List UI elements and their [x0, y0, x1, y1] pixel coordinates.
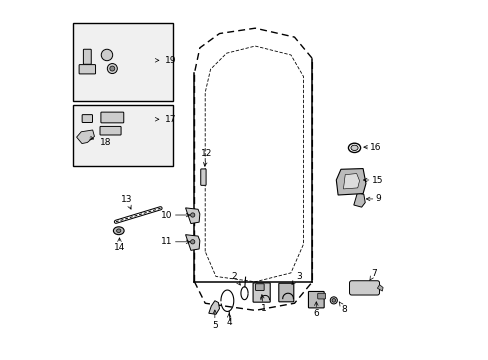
FancyBboxPatch shape: [101, 112, 123, 123]
Text: 7: 7: [369, 269, 376, 280]
Text: 15: 15: [363, 176, 383, 185]
Ellipse shape: [116, 229, 121, 233]
Ellipse shape: [331, 298, 335, 302]
Text: 14: 14: [114, 238, 125, 252]
Polygon shape: [336, 168, 365, 195]
Ellipse shape: [190, 240, 194, 244]
Text: 6: 6: [313, 302, 319, 319]
Text: 19: 19: [155, 56, 176, 65]
FancyBboxPatch shape: [349, 281, 379, 295]
Bar: [73, 105, 173, 166]
Text: 9: 9: [366, 194, 381, 203]
Polygon shape: [185, 235, 200, 250]
Bar: [73, 23, 173, 102]
FancyBboxPatch shape: [317, 293, 325, 299]
FancyBboxPatch shape: [278, 283, 293, 302]
FancyBboxPatch shape: [308, 292, 324, 308]
FancyBboxPatch shape: [201, 169, 205, 185]
FancyBboxPatch shape: [79, 64, 95, 74]
FancyBboxPatch shape: [100, 126, 121, 135]
Ellipse shape: [348, 143, 360, 153]
Text: 1: 1: [260, 295, 266, 313]
Text: 17: 17: [155, 115, 176, 124]
Text: 18: 18: [89, 136, 111, 147]
Polygon shape: [343, 174, 359, 189]
Polygon shape: [77, 130, 94, 144]
Polygon shape: [353, 193, 365, 207]
Text: 12: 12: [201, 149, 212, 166]
Text: 4: 4: [226, 314, 231, 327]
Text: 13: 13: [121, 195, 132, 209]
Polygon shape: [377, 285, 382, 291]
Ellipse shape: [113, 227, 124, 235]
Text: 2: 2: [230, 271, 240, 285]
FancyBboxPatch shape: [83, 49, 91, 64]
Polygon shape: [208, 301, 219, 314]
Text: 16: 16: [363, 143, 381, 152]
Text: 10: 10: [161, 211, 189, 220]
FancyBboxPatch shape: [82, 114, 92, 122]
Ellipse shape: [107, 64, 117, 73]
Ellipse shape: [110, 66, 115, 71]
Text: 8: 8: [339, 302, 346, 314]
Text: 3: 3: [291, 271, 301, 284]
Text: 5: 5: [211, 310, 217, 329]
Ellipse shape: [329, 297, 337, 304]
FancyBboxPatch shape: [255, 284, 264, 291]
Ellipse shape: [350, 145, 357, 150]
Polygon shape: [185, 208, 200, 224]
Text: 11: 11: [161, 237, 189, 246]
Ellipse shape: [190, 213, 194, 217]
Ellipse shape: [101, 49, 112, 61]
FancyBboxPatch shape: [253, 283, 270, 302]
